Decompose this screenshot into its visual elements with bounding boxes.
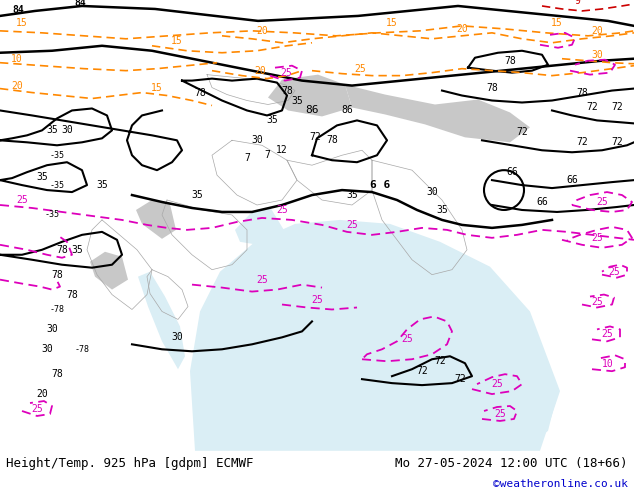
Text: 15: 15 bbox=[551, 18, 563, 28]
Text: 35: 35 bbox=[291, 96, 303, 105]
Text: 72: 72 bbox=[454, 374, 466, 384]
Text: 66: 66 bbox=[566, 175, 578, 185]
Text: 78: 78 bbox=[281, 86, 293, 96]
Text: 12: 12 bbox=[276, 145, 288, 155]
Text: 25: 25 bbox=[276, 205, 288, 215]
Text: 30: 30 bbox=[171, 332, 183, 343]
Text: Mo 27-05-2024 12:00 UTC (18+66): Mo 27-05-2024 12:00 UTC (18+66) bbox=[395, 457, 628, 470]
Polygon shape bbox=[345, 85, 530, 142]
Text: 35: 35 bbox=[36, 172, 48, 182]
Polygon shape bbox=[138, 271, 185, 369]
Polygon shape bbox=[235, 207, 285, 247]
Text: 25: 25 bbox=[16, 195, 28, 205]
Text: 78: 78 bbox=[486, 83, 498, 93]
Text: 78: 78 bbox=[66, 290, 78, 299]
Text: 25: 25 bbox=[346, 220, 358, 230]
Text: 35: 35 bbox=[46, 125, 58, 135]
Text: 72: 72 bbox=[309, 132, 321, 142]
Text: 30: 30 bbox=[41, 344, 53, 354]
Polygon shape bbox=[190, 220, 560, 451]
Text: 15: 15 bbox=[16, 18, 28, 28]
Text: 30: 30 bbox=[591, 49, 603, 60]
Text: 7: 7 bbox=[264, 150, 270, 160]
Text: 15: 15 bbox=[151, 83, 163, 93]
Text: 84: 84 bbox=[12, 5, 24, 15]
Text: 66: 66 bbox=[506, 167, 518, 177]
Text: 30: 30 bbox=[61, 125, 73, 135]
Text: 25: 25 bbox=[608, 267, 620, 277]
Text: 66: 66 bbox=[536, 197, 548, 207]
Text: 30: 30 bbox=[426, 187, 438, 197]
Text: 25: 25 bbox=[401, 334, 413, 344]
Text: 84: 84 bbox=[74, 0, 86, 8]
Text: 25: 25 bbox=[280, 68, 292, 77]
Text: 72: 72 bbox=[611, 137, 623, 147]
Text: -78: -78 bbox=[75, 345, 89, 354]
Text: 15: 15 bbox=[171, 36, 183, 46]
Text: 10: 10 bbox=[11, 54, 23, 64]
Text: 6 6: 6 6 bbox=[370, 180, 390, 190]
Text: 72: 72 bbox=[586, 102, 598, 113]
Text: 78: 78 bbox=[576, 88, 588, 98]
Text: 78: 78 bbox=[504, 56, 516, 66]
Text: Height/Temp. 925 hPa [gdpm] ECMWF: Height/Temp. 925 hPa [gdpm] ECMWF bbox=[6, 457, 254, 470]
Text: 72: 72 bbox=[516, 127, 528, 137]
Polygon shape bbox=[268, 74, 352, 117]
Text: 86: 86 bbox=[305, 105, 319, 116]
Text: 9: 9 bbox=[574, 0, 580, 6]
Text: 25: 25 bbox=[491, 379, 503, 389]
Text: 35: 35 bbox=[96, 180, 108, 190]
Text: 25: 25 bbox=[601, 329, 613, 340]
Text: 30: 30 bbox=[46, 324, 58, 334]
Text: 86: 86 bbox=[341, 105, 353, 116]
Text: 78: 78 bbox=[51, 369, 63, 379]
Text: 20: 20 bbox=[36, 389, 48, 399]
Text: 25: 25 bbox=[591, 296, 603, 307]
Text: 78: 78 bbox=[51, 270, 63, 280]
Text: 35: 35 bbox=[436, 205, 448, 215]
Text: 35: 35 bbox=[71, 245, 83, 255]
Text: 72: 72 bbox=[611, 102, 623, 113]
Text: 7: 7 bbox=[244, 153, 250, 163]
Text: 78: 78 bbox=[326, 135, 338, 146]
Text: 25: 25 bbox=[311, 294, 323, 305]
Text: -35: -35 bbox=[44, 210, 60, 220]
Text: 20: 20 bbox=[11, 80, 23, 91]
Text: 25: 25 bbox=[354, 64, 366, 74]
Text: 72: 72 bbox=[434, 356, 446, 366]
Text: -35: -35 bbox=[49, 181, 65, 190]
Text: ©weatheronline.co.uk: ©weatheronline.co.uk bbox=[493, 479, 628, 489]
Text: 20: 20 bbox=[456, 24, 468, 34]
Text: 72: 72 bbox=[576, 137, 588, 147]
Text: 35: 35 bbox=[266, 116, 278, 125]
Text: 35: 35 bbox=[346, 190, 358, 200]
Polygon shape bbox=[90, 252, 128, 290]
Text: 15: 15 bbox=[386, 18, 398, 28]
Text: 30: 30 bbox=[251, 135, 263, 146]
Text: 35: 35 bbox=[191, 190, 203, 200]
Text: -35: -35 bbox=[49, 151, 65, 160]
Polygon shape bbox=[136, 200, 176, 239]
Text: 25: 25 bbox=[596, 197, 608, 207]
Polygon shape bbox=[455, 277, 558, 451]
Text: 78: 78 bbox=[56, 245, 68, 255]
Text: 25: 25 bbox=[256, 274, 268, 285]
Text: 20: 20 bbox=[254, 66, 266, 75]
Text: 78: 78 bbox=[194, 88, 206, 98]
Text: 25: 25 bbox=[494, 409, 506, 419]
Text: 20: 20 bbox=[591, 26, 603, 36]
Text: 20: 20 bbox=[256, 26, 268, 36]
Text: 25: 25 bbox=[591, 233, 603, 243]
Text: 72: 72 bbox=[416, 366, 428, 376]
Text: -78: -78 bbox=[49, 305, 65, 314]
Text: 10: 10 bbox=[602, 359, 614, 369]
Text: 25: 25 bbox=[31, 404, 43, 414]
